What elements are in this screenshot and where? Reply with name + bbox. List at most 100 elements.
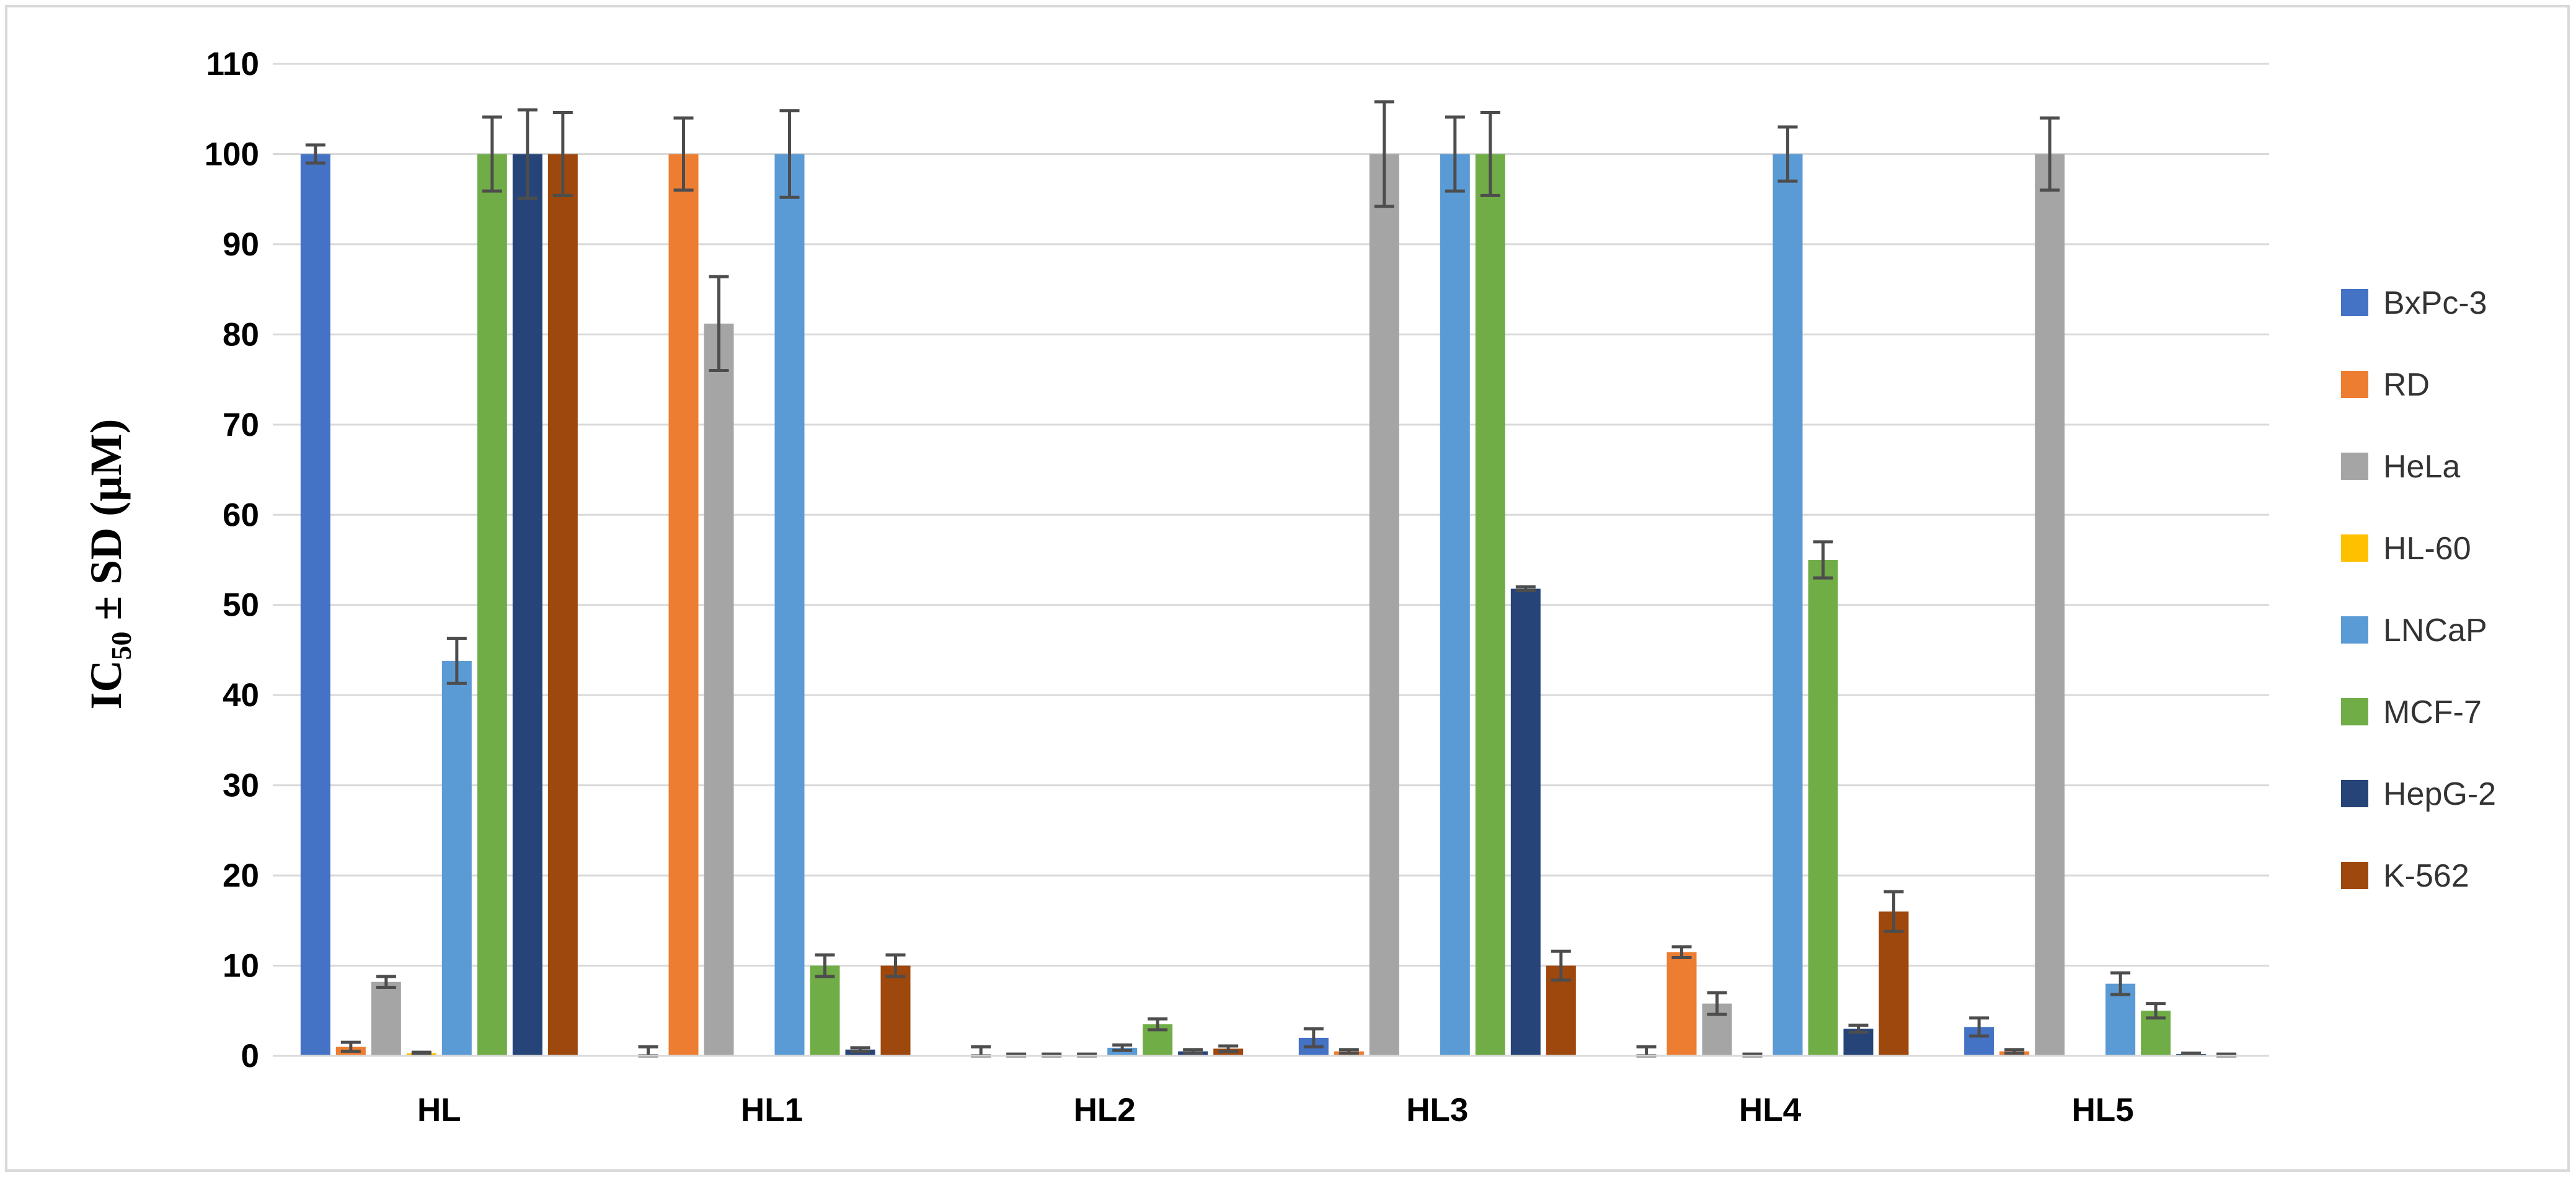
error-bar [673,116,694,192]
error-bar [815,953,835,978]
error-bar [850,1046,870,1053]
bar-hela-hl [371,981,401,1056]
legend-label: LNCaP [2383,613,2487,649]
bar-bxpc-3-hl [300,154,330,1056]
error-bars [305,100,2237,1058]
legend-swatch [2341,371,2368,398]
bar-k-562-hl [547,154,578,1056]
error-bar [1969,1016,1990,1038]
bar-lncap-hl1 [774,154,805,1056]
legend-item: HL-60 [2341,531,2471,567]
y-axis-label-rest: ± SD (µM) [81,419,131,632]
error-bar [482,115,502,193]
y-tick-label: 100 [205,136,259,172]
legend-label: K-562 [2383,858,2469,894]
error-bar [1848,1024,1869,1034]
error-bar [2110,971,2131,996]
y-tick-label: 80 [223,316,259,353]
bar-hela-hl3 [1369,154,1399,1056]
legend-label: RD [2383,367,2430,403]
error-bar [1636,1045,1657,1058]
error-bar [1183,1048,1203,1055]
error-bar [2004,1048,2025,1055]
bar-mcf-7-hl4 [1808,560,1838,1056]
legend-item: HepG-2 [2341,776,2496,812]
legend-swatch [2341,780,2368,807]
bar-k-562-hl1 [880,965,911,1056]
legend-swatch [2341,534,2368,562]
error-bar [1551,949,1571,982]
y-tick-label: 70 [223,407,259,443]
error-bar [1218,1044,1239,1053]
error-bar [1148,1017,1168,1032]
bar-hepg-2-hl [512,154,542,1056]
bar-rd-hl4 [1666,952,1697,1056]
error-bar [638,1045,658,1058]
error-bar [552,111,573,197]
legend-swatch [2341,698,2368,725]
x-axis-category-labels: HL HL1 HL2 HL3 HL4 HL5 [417,1092,2134,1128]
error-bar [1480,111,1500,197]
legend-label: HepG-2 [2383,776,2496,812]
error-bar [1445,115,1465,193]
bar-hela-hl5 [2035,154,2065,1056]
legend-swatch [2341,289,2368,316]
error-bar [2146,1002,2166,1020]
error-bar [1671,945,1692,959]
legend-item: MCF-7 [2341,694,2482,730]
y-tick-label: 30 [223,768,259,804]
y-axis-ticks: 0 10 20 30 40 50 60 70 80 90 100 110 [205,46,259,1074]
error-bar [1813,540,1833,580]
legend-item: RD [2341,367,2430,403]
error-bar [1112,1043,1133,1052]
legend-label: HeLa [2383,449,2460,485]
error-bar [885,953,906,978]
x-category-label: HL1 [741,1092,803,1128]
legend-label: HL-60 [2383,531,2471,567]
y-tick-label: 50 [223,587,259,624]
legend-item: LNCaP [2341,613,2487,649]
bar-mcf-7-hl3 [1475,154,1505,1056]
x-category-label: HL5 [2072,1092,2134,1128]
legend-swatch [2341,862,2368,889]
legend: BxPc-3 RD HeLa HL-60 LNCaP MCF-7 HepG-2 K-562 [2341,285,2496,894]
bar-lncap-hl3 [1440,154,1470,1056]
y-axis-label: IC50 ± SD (µM) [81,419,137,710]
error-bar [1883,890,1904,933]
y-tick-label: 10 [223,948,259,985]
error-bar [376,975,396,989]
bar-hepg-2-hl3 [1510,588,1541,1056]
error-bar [2181,1052,2202,1057]
x-category-label: HL4 [1739,1092,1802,1128]
error-bar [1777,125,1798,183]
error-bar [411,1050,432,1056]
legend-item: BxPc-3 [2341,285,2487,321]
bars [300,154,2242,1056]
y-tick-label: 110 [206,46,259,82]
legend-item: HeLa [2341,449,2460,485]
error-bar [1374,100,1394,208]
x-category-label: HL2 [1074,1092,1136,1128]
bar-mcf-7-hl [477,154,507,1056]
x-category-label: HL3 [1406,1092,1468,1128]
y-tick-label: 40 [223,677,259,714]
bar-mcf-7-hl1 [810,965,840,1056]
gridlines [273,63,2269,967]
error-bar [1707,991,1727,1016]
error-bar [2040,116,2060,192]
legend-label: MCF-7 [2383,694,2482,730]
legend-swatch [2341,453,2368,480]
error-bar [709,275,729,373]
error-bar [1303,1027,1324,1048]
bar-lncap-hl4 [1773,154,1803,1056]
error-bar [1515,585,1536,592]
error-bar [779,109,800,199]
legend-item: K-562 [2341,858,2469,894]
bar-k-562-hl4 [1879,911,1909,1056]
bar-lncap-hl [441,660,472,1056]
chart-frame [5,5,2570,1172]
bar-rd-hl1 [668,154,699,1056]
y-tick-label: 20 [223,857,259,894]
error-bar [971,1045,991,1058]
